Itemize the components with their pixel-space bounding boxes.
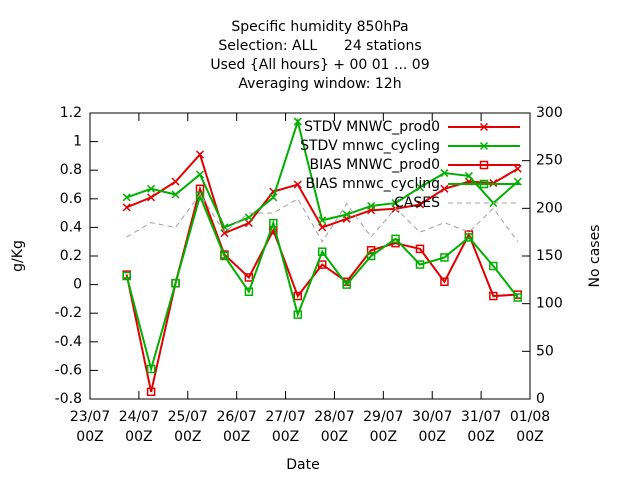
cross-marker — [415, 200, 425, 209]
y-tick-label: -0.2 — [55, 305, 82, 321]
series-line — [125, 185, 518, 393]
cross-marker — [147, 193, 156, 202]
legend-label: BIAS MNWC_prod0 — [309, 157, 440, 173]
x-tick-label: 24/07 00Z — [119, 409, 159, 445]
cross-marker — [440, 184, 449, 193]
cross-marker — [415, 183, 425, 192]
legend-label: BIAS mnwc_cycling — [305, 176, 440, 192]
cross-marker — [342, 210, 351, 219]
y2-axis-label: No cases — [587, 225, 603, 288]
square-marker — [513, 293, 523, 302]
legend-label: CASES — [394, 195, 440, 211]
y-tick-label: 1 — [73, 134, 82, 150]
square-marker — [489, 291, 498, 301]
cross-marker — [367, 201, 376, 210]
x-tick-label: 23/07 00Z — [70, 409, 110, 445]
square-marker — [464, 233, 474, 242]
y-tick-label: 0.6 — [60, 191, 82, 207]
cross-marker — [171, 190, 180, 199]
square-marker — [366, 246, 376, 255]
legend-marker — [479, 160, 489, 170]
title-line: Specific humidity 850hPa — [231, 19, 408, 35]
square-marker — [317, 260, 327, 269]
cross-marker — [244, 213, 253, 222]
square-marker — [171, 278, 180, 288]
square-marker — [415, 260, 425, 269]
square-marker — [317, 247, 327, 256]
square-marker — [244, 273, 254, 282]
y-tick-label: 1.2 — [60, 105, 82, 121]
y-tick-label: -0.6 — [55, 362, 82, 378]
y2-tick-label: 250 — [536, 153, 563, 169]
cross-marker — [122, 193, 131, 202]
x-axis-label: Date — [286, 457, 319, 473]
square-marker — [415, 244, 425, 254]
y-tick-label: -0.4 — [55, 334, 82, 350]
y-tick-label: -0.8 — [55, 391, 82, 407]
y2-tick-label: 200 — [536, 200, 563, 216]
x-tick-label: 29/07 00Z — [363, 409, 403, 445]
title-line: Selection: ALL 24 stations — [218, 38, 421, 54]
legend-label: STDV MNWC_prod0 — [304, 119, 440, 135]
square-marker — [440, 277, 449, 286]
legend-marker — [479, 179, 489, 189]
y-tick-label: 0.2 — [60, 248, 82, 264]
cross-marker — [391, 199, 400, 208]
y-tick-label: 0 — [73, 277, 82, 293]
square-marker — [489, 261, 498, 271]
legend-label: STDV mnwc_cycling — [300, 138, 440, 154]
cross-marker — [171, 177, 180, 186]
square-marker — [342, 280, 351, 289]
cross-marker — [293, 117, 302, 126]
y-tick-label: 0.8 — [60, 162, 82, 178]
square-marker — [195, 191, 205, 201]
x-tick-label: 28/07 00Z — [314, 409, 354, 445]
square-marker — [391, 234, 400, 244]
series-line — [126, 193, 519, 243]
square-marker — [440, 253, 449, 262]
title-line: Used {All hours} + 00 01 ... 09 — [210, 57, 429, 73]
square-marker — [146, 387, 156, 397]
y-tick-label: 0.4 — [60, 219, 82, 235]
y2-tick-label: 150 — [536, 248, 563, 264]
cross-marker — [293, 180, 302, 189]
legend-marker — [479, 141, 489, 151]
cross-marker — [122, 203, 131, 212]
square-marker — [366, 251, 376, 261]
x-tick-label: 26/07 00Z — [216, 409, 256, 445]
x-tick-label: 25/07 00Z — [168, 409, 208, 445]
cross-marker — [440, 169, 449, 178]
square-marker — [146, 364, 156, 374]
cross-marker — [513, 164, 522, 173]
cross-marker — [195, 150, 205, 159]
square-marker — [293, 291, 303, 301]
y2-tick-label: 50 — [536, 343, 554, 359]
y2-tick-label: 300 — [536, 105, 563, 121]
cross-marker — [318, 223, 327, 232]
legend-marker — [479, 122, 489, 132]
y2-tick-label: 0 — [536, 391, 545, 407]
series-line — [125, 192, 519, 373]
cross-marker — [464, 171, 473, 180]
square-marker — [293, 310, 303, 319]
square-marker — [244, 287, 254, 296]
x-tick-label: 31/07 00Z — [461, 409, 501, 445]
title-line: Averaging window: 12h — [238, 76, 401, 92]
y-axis-label: g/Kg — [10, 240, 26, 272]
cross-marker — [269, 193, 278, 202]
square-marker — [269, 218, 278, 228]
cross-marker — [147, 184, 156, 193]
square-marker — [122, 271, 131, 281]
square-marker — [220, 251, 229, 261]
cross-marker — [318, 216, 327, 225]
x-tick-label: 30/07 00Z — [412, 409, 452, 445]
cross-marker — [220, 223, 229, 232]
cross-marker — [195, 170, 205, 179]
y2-tick-label: 100 — [536, 296, 563, 312]
x-tick-label: 27/07 00Z — [265, 409, 305, 445]
x-tick-label: 01/08 00Z — [510, 409, 550, 445]
